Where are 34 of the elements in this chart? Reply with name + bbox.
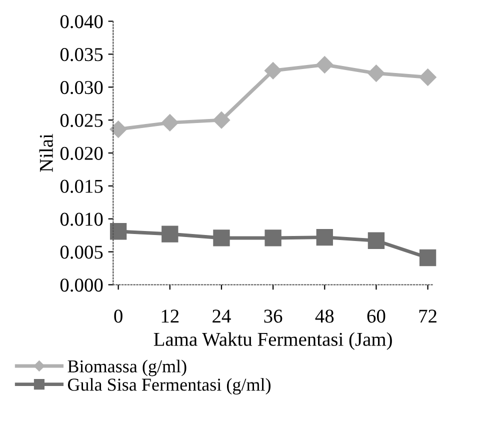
point	[419, 249, 436, 266]
x-axis-title: Lama Waktu Fermentasi (Jam)	[154, 332, 392, 350]
y-tick-label: 0.015	[60, 180, 103, 193]
point	[316, 228, 333, 246]
point	[264, 62, 282, 80]
y-tick-label: 0.010	[60, 212, 103, 226]
point	[161, 114, 178, 132]
point	[212, 112, 230, 129]
point	[264, 230, 282, 246]
point	[368, 232, 385, 249]
point	[110, 223, 127, 240]
y-tick-label: 0.035	[60, 48, 103, 62]
x-tick-label: 36	[264, 310, 282, 323]
point	[316, 56, 334, 74]
legend-label: Gula Sisa Fermentasi (g/ml)	[68, 378, 271, 395]
x-tick-label: 24	[212, 310, 231, 323]
point	[110, 120, 127, 138]
point	[162, 226, 178, 242]
x-tick-label: 72	[419, 310, 436, 323]
legend-label: Biomassa (g/ml)	[68, 360, 186, 376]
y-tick-label: 0.025	[60, 114, 103, 128]
y-tick-label: 0.030	[60, 80, 103, 94]
x-tick-label: 48	[315, 310, 334, 323]
x-tick-label: 60	[367, 310, 386, 323]
point	[213, 230, 230, 246]
point	[368, 64, 385, 82]
y-tick-label: 0.020	[60, 146, 103, 160]
x-tick-label: 0	[114, 310, 122, 323]
y-tick-label: 0.000	[60, 278, 103, 292]
x-tick-label: 12	[162, 310, 179, 323]
point	[419, 68, 436, 86]
y-axis-title: Nilai	[39, 134, 53, 172]
y-tick-label: 0.005	[60, 246, 103, 259]
y-tick-label: 0.040	[60, 15, 103, 28]
